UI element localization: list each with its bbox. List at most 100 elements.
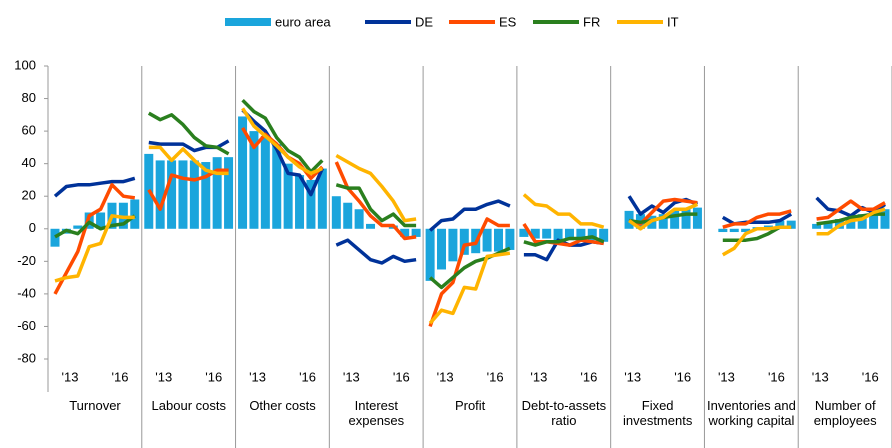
bar bbox=[212, 157, 222, 229]
x-tick-label: '13 bbox=[62, 369, 79, 384]
bar bbox=[283, 163, 293, 229]
bar bbox=[306, 179, 316, 229]
legend-label: FR bbox=[583, 14, 600, 29]
x-tick-label: '13 bbox=[249, 369, 266, 384]
bar bbox=[96, 212, 106, 229]
x-tick-label: '13 bbox=[437, 369, 454, 384]
y-tick-label: -80 bbox=[17, 350, 36, 365]
line bbox=[816, 199, 886, 221]
bar bbox=[812, 223, 822, 229]
bar bbox=[317, 168, 327, 229]
bar bbox=[553, 228, 563, 241]
bar bbox=[459, 228, 469, 255]
category-label: Inventories and working capital bbox=[706, 398, 796, 428]
line bbox=[54, 214, 135, 283]
line bbox=[53, 176, 136, 198]
y-tick-label: 60 bbox=[22, 123, 36, 138]
legend-label: ES bbox=[499, 14, 517, 29]
x-tick-label: '13 bbox=[155, 369, 172, 384]
bar bbox=[73, 225, 83, 229]
line bbox=[721, 225, 792, 257]
legend-swatch bbox=[225, 18, 271, 26]
bar bbox=[167, 160, 177, 229]
y-tick-label: 100 bbox=[14, 57, 36, 72]
line bbox=[335, 183, 417, 228]
bar bbox=[624, 210, 634, 229]
category-label: Profit bbox=[454, 398, 486, 413]
bar bbox=[189, 160, 199, 229]
line bbox=[54, 214, 136, 239]
bar bbox=[354, 209, 364, 229]
line bbox=[335, 238, 417, 265]
line bbox=[147, 111, 230, 156]
line bbox=[722, 209, 792, 229]
x-tick-label: '16 bbox=[299, 369, 316, 384]
line bbox=[334, 161, 417, 241]
category-label: Labour costs bbox=[151, 398, 226, 413]
bar bbox=[411, 228, 421, 237]
line bbox=[816, 207, 886, 236]
x-tick-label: '16 bbox=[112, 369, 129, 384]
bar bbox=[260, 135, 270, 229]
x-tick-label: '16 bbox=[580, 369, 597, 384]
bar bbox=[880, 209, 890, 229]
line bbox=[522, 193, 605, 229]
bar bbox=[857, 214, 867, 229]
bar bbox=[130, 199, 140, 229]
category-label: Turnover bbox=[69, 398, 121, 413]
bar bbox=[343, 202, 353, 229]
line bbox=[241, 98, 324, 174]
category-label: Other costs bbox=[249, 398, 316, 413]
bar bbox=[519, 228, 529, 237]
bar bbox=[786, 220, 796, 229]
category-label: Fixed investments bbox=[622, 398, 693, 428]
bar bbox=[846, 217, 856, 229]
bar bbox=[718, 228, 728, 233]
y-tick-label: 20 bbox=[22, 188, 36, 203]
legend-label: IT bbox=[667, 14, 679, 29]
bar bbox=[155, 160, 165, 229]
line bbox=[523, 235, 605, 247]
bar bbox=[869, 212, 879, 229]
bar bbox=[178, 160, 188, 229]
bar bbox=[775, 220, 785, 229]
x-tick-label: '16 bbox=[205, 369, 222, 384]
bar bbox=[599, 228, 609, 242]
bar bbox=[692, 207, 702, 229]
bar bbox=[576, 228, 586, 241]
bar bbox=[493, 228, 503, 252]
y-tick-label: 0 bbox=[29, 220, 36, 235]
y-tick-label: -40 bbox=[17, 285, 36, 300]
y-tick-label: 80 bbox=[22, 90, 36, 105]
line bbox=[241, 108, 324, 197]
line bbox=[335, 153, 417, 223]
x-tick-label: '16 bbox=[862, 369, 879, 384]
bar bbox=[238, 116, 248, 229]
x-tick-label: '13 bbox=[812, 369, 829, 384]
line bbox=[428, 251, 511, 325]
bar bbox=[670, 210, 680, 229]
category-label: Debt-to-assets ratio bbox=[521, 398, 607, 428]
bar bbox=[425, 228, 435, 281]
legend-label: DE bbox=[415, 14, 433, 29]
x-tick-label: '13 bbox=[624, 369, 641, 384]
line bbox=[428, 217, 510, 327]
x-tick-label: '13 bbox=[530, 369, 547, 384]
bar bbox=[448, 228, 458, 262]
legend-label: euro area bbox=[275, 14, 331, 29]
y-tick-label: 40 bbox=[22, 155, 36, 170]
bar bbox=[331, 196, 341, 229]
bar bbox=[587, 228, 597, 241]
line bbox=[522, 222, 604, 247]
bar bbox=[224, 157, 234, 229]
bar bbox=[530, 228, 540, 239]
x-tick-label: '16 bbox=[393, 369, 410, 384]
line bbox=[628, 202, 699, 231]
line bbox=[53, 183, 136, 295]
bar bbox=[729, 228, 739, 233]
bar bbox=[482, 228, 492, 252]
line bbox=[241, 107, 323, 176]
line bbox=[148, 145, 229, 176]
